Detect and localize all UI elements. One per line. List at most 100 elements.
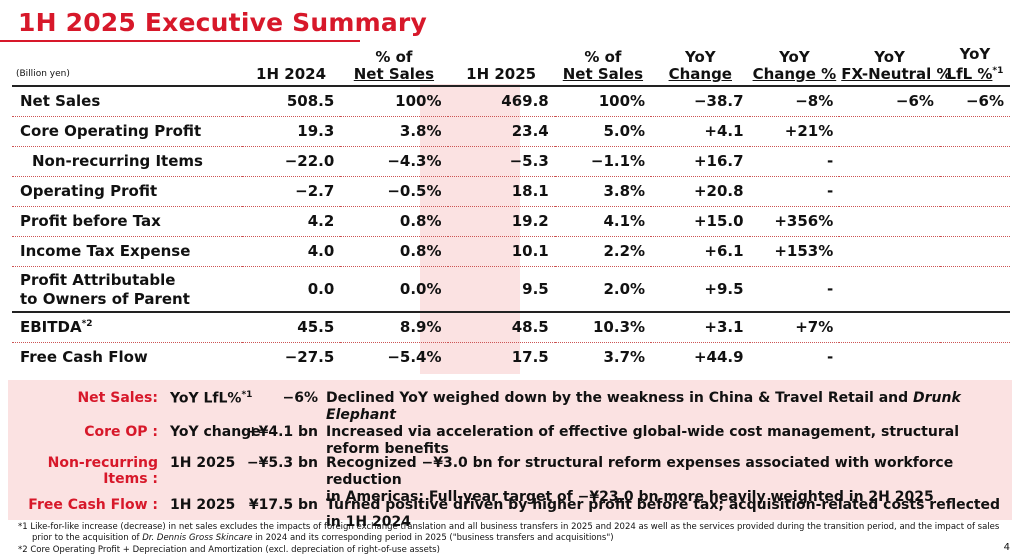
cell-empty — [940, 312, 1010, 342]
cell-empty — [839, 146, 940, 176]
cell-yoypct: - — [827, 348, 834, 367]
footnote-1: *1 Like-for-like increase (decrease) in … — [18, 522, 999, 533]
col-lfl-l2: LfL % — [946, 65, 993, 83]
cell-p2024: −5.4% — [387, 348, 442, 367]
cell-v2025: 469.8 — [501, 92, 549, 111]
summary-key: Non-recurring Items : — [47, 455, 158, 487]
cell-p2024: 8.9% — [399, 318, 442, 337]
cell-yoypct: +153% — [774, 242, 834, 260]
row-label: Non-recurring Items — [32, 152, 203, 170]
cell-p2024: 3.8% — [399, 122, 442, 140]
cell-yoy: +6.1 — [704, 242, 744, 260]
cell-yoypct: - — [827, 152, 834, 170]
footnote-2: *2 Core Operating Profit + Depreciation … — [18, 545, 440, 555]
page-title: 1H 2025 Executive Summary — [18, 8, 427, 37]
financial-table: (Billion yen) 1H 2024 % of Net Sales 1H 2… — [12, 46, 1010, 372]
cell-v2024: −22.0 — [284, 152, 335, 170]
cell-v2025: 9.5 — [522, 279, 549, 298]
row-label-line1: Profit Attributable — [20, 270, 176, 289]
col-fxn: YoY FX-Neutral % — [839, 46, 951, 86]
highlight-band-1h2025 — [420, 84, 520, 374]
footnote-1-line2-post: in 2024 and its corresponding period in … — [252, 533, 614, 543]
col-pct2025-l1: % of — [584, 48, 622, 66]
table-row-profit-before-tax: Profit before Tax 4.2 0.8% 19.2 4.1% +15… — [12, 206, 1010, 236]
summary-text-line1: Recognized −¥3.0 bn for structural refor… — [326, 455, 954, 488]
row-label-sup: *2 — [81, 319, 93, 330]
col-pct2024-l2: Net Sales — [353, 65, 435, 83]
cell-yoy: +9.5 — [704, 279, 744, 298]
cell-v2024: 0.0 — [307, 279, 335, 298]
cell-yoy: +4.1 — [704, 122, 744, 140]
cell-yoypct: +7% — [795, 318, 834, 337]
cell-v2025: 17.5 — [511, 348, 549, 367]
cell-empty — [839, 176, 940, 206]
cell-p2024: 0.0% — [399, 279, 442, 298]
cell-yoypct: −8% — [795, 92, 834, 111]
summary-text: Turned positive driven by higher profit … — [326, 497, 1001, 530]
col-pct2024: % of Net Sales — [340, 46, 447, 86]
cell-yoy: −38.7 — [693, 92, 744, 111]
col-1h2024: 1H 2024 — [242, 46, 340, 86]
table-row-profit-attributable: Profit Attributable to Owners of Parent 0… — [12, 266, 1010, 312]
summary-key: Free Cash Flow : — [28, 497, 158, 513]
summary-value: +¥4.1 bn — [246, 424, 318, 440]
cell-p2025: 2.0% — [603, 279, 646, 298]
cell-yoypct: +21% — [784, 122, 834, 140]
col-fxn-l1: YoY — [874, 48, 905, 66]
summary-text-italic: Drunk Elephant — [326, 390, 961, 423]
footnote-1-line2-italic: Dr. Dennis Gross Skincare — [142, 533, 253, 543]
cell-p2024: −0.5% — [387, 182, 442, 200]
row-label: Operating Profit — [20, 182, 158, 200]
cell-p2024: −4.3% — [387, 152, 442, 170]
cell-yoy: +3.1 — [704, 318, 744, 337]
title-underline — [0, 40, 360, 42]
col-yoypct-l2: Change % — [752, 65, 837, 83]
cell-v2024: 508.5 — [286, 92, 335, 111]
col-1h2025-label: 1H 2025 — [466, 65, 537, 83]
cell-p2025: −1.1% — [590, 152, 646, 170]
row-label-line2: to Owners of Parent — [20, 289, 190, 308]
cell-yoy: +44.9 — [693, 348, 744, 367]
col-yoypct: YoY Change % — [750, 46, 840, 86]
table-header-row: (Billion yen) 1H 2024 % of Net Sales 1H 2… — [12, 46, 1010, 86]
summary-value: −6% — [282, 390, 319, 406]
footnote-1-line2-pre: prior to the acquisition of — [32, 533, 143, 543]
cell-empty — [940, 266, 1010, 312]
cell-p2025: 5.0% — [603, 122, 646, 140]
cell-yoy: +15.0 — [693, 212, 744, 230]
cell-p2024: 0.8% — [399, 212, 442, 230]
col-yoypct-l1: YoY — [779, 48, 810, 66]
cell-empty — [940, 176, 1010, 206]
summary-text: Declined YoY weighed down by the weaknes… — [326, 390, 1012, 424]
row-label: Core Operating Profit — [20, 122, 202, 140]
cell-p2025: 10.3% — [593, 318, 646, 337]
summary-text-line2: in Americas; Full-year target of −¥23.0 … — [326, 489, 934, 505]
cell-p2025: 3.7% — [603, 348, 646, 367]
cell-p2024: 0.8% — [399, 242, 442, 260]
cell-v2025: 18.1 — [511, 182, 549, 200]
cell-v2024: 4.2 — [307, 212, 335, 230]
cell-v2024: 19.3 — [297, 122, 335, 140]
col-yoy-l1: YoY — [684, 48, 716, 66]
table-row-income-tax: Income Tax Expense 4.0 0.8% 10.1 2.2% +6… — [12, 236, 1010, 266]
summary-metric-sup: *1 — [241, 390, 253, 400]
summary-key: Core OP : — [84, 424, 158, 440]
unit-label: (Billion yen) — [16, 69, 70, 79]
col-pct2024-l1: % of — [375, 48, 413, 66]
summary-value: ¥17.5 bn — [248, 497, 318, 513]
cell-empty — [940, 146, 1010, 176]
cell-empty — [839, 236, 940, 266]
table-row-operating-profit: Operating Profit −2.7 −0.5% 18.1 3.8% +2… — [12, 176, 1010, 206]
row-label: Profit Attributable to Owners of Parent — [12, 266, 242, 312]
cell-p2025: 3.8% — [603, 182, 646, 200]
cell-empty — [940, 236, 1010, 266]
col-pct2025: % of Net Sales — [555, 46, 651, 86]
summary-box: Net Sales: YoY LfL%*1 −6% Declined YoY w… — [8, 380, 1012, 530]
col-lfl-l1: YoY — [959, 45, 991, 63]
cell-fxn: −6% — [895, 92, 934, 111]
summary-text: Recognized −¥3.0 bn for structural refor… — [326, 455, 1012, 506]
cell-empty — [839, 206, 940, 236]
cell-yoypct: - — [827, 279, 834, 298]
table-row-core-op: Core Operating Profit 19.3 3.8% 23.4 5.0… — [12, 116, 1010, 146]
row-label: Income Tax Expense — [20, 242, 191, 260]
